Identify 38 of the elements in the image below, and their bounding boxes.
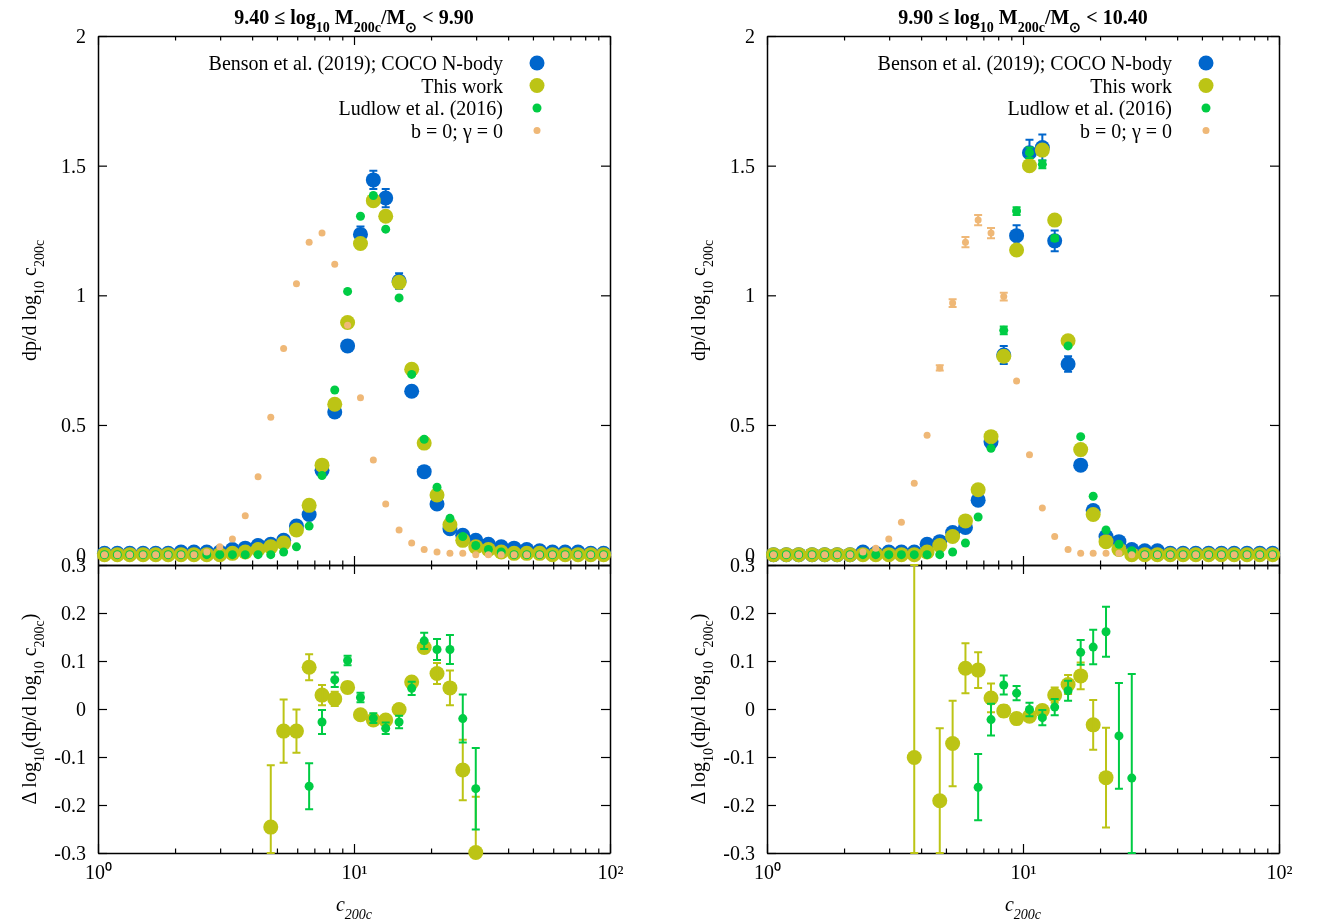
y-tick-label: 1.5 — [61, 154, 86, 177]
legend-label: Benson et al. (2019); COCO N-body — [877, 52, 1172, 75]
y-tick-label: 0.1 — [61, 649, 86, 672]
legend-label: b = 0; γ = 0 — [1080, 119, 1172, 143]
x-tick-label: 10² — [597, 861, 624, 884]
y-tick-label: 0.5 — [730, 413, 755, 436]
y-tick-label: 1 — [745, 284, 755, 307]
y-tick-label: 0.2 — [61, 601, 86, 624]
y-tick-label: 1.5 — [730, 154, 755, 177]
y-tick-label: -0.3 — [723, 841, 755, 864]
y-tick-label: 2 — [76, 24, 86, 47]
x-tick-label: 10⁰ — [85, 861, 112, 884]
x-tick-label: 10¹ — [341, 861, 368, 884]
y-tick-label: -0.2 — [54, 793, 86, 816]
legend-label: This work — [1090, 74, 1172, 97]
x-tick-label: 10⁰ — [754, 861, 781, 884]
legend-label: This work — [421, 74, 503, 97]
legend-label: Ludlow et al. (2016) — [1007, 97, 1172, 120]
legend-label: b = 0; γ = 0 — [411, 119, 503, 143]
y-tick-label: 1 — [76, 284, 86, 307]
y-tick-label: -0.2 — [723, 793, 755, 816]
x-axis-title: c$_{200c}$ — [1004, 893, 1042, 922]
legend-label: Benson et al. (2019); COCO N-body — [208, 52, 503, 75]
y-tick-label: 0.2 — [730, 601, 755, 624]
y-tick-label: 0 — [76, 697, 86, 720]
x-axis-title: c$_{200c}$ — [335, 893, 373, 922]
y-tick-label: 0.1 — [730, 649, 755, 672]
y-tick-label: 0 — [745, 697, 755, 720]
legend-label: Ludlow et al. (2016) — [338, 97, 503, 120]
y-tick-label: 2 — [745, 24, 755, 47]
chart-title: 9.90 ≤ log$_{10}$ M$_{200c}$/M$_{⊙}$ < 10.40 — [898, 6, 1148, 35]
y-tick-label: 0.5 — [61, 413, 86, 436]
y-tick-label: -0.3 — [54, 841, 86, 864]
y-tick-label: -0.1 — [723, 745, 755, 768]
x-tick-label: 10¹ — [1010, 861, 1037, 884]
x-tick-label: 10² — [1266, 861, 1293, 884]
chart-title: 9.40 ≤ log$_{10}$ M$_{200c}$/M$_{⊙}$ < 9.90 — [234, 6, 474, 35]
y-tick-label: -0.1 — [54, 745, 86, 768]
